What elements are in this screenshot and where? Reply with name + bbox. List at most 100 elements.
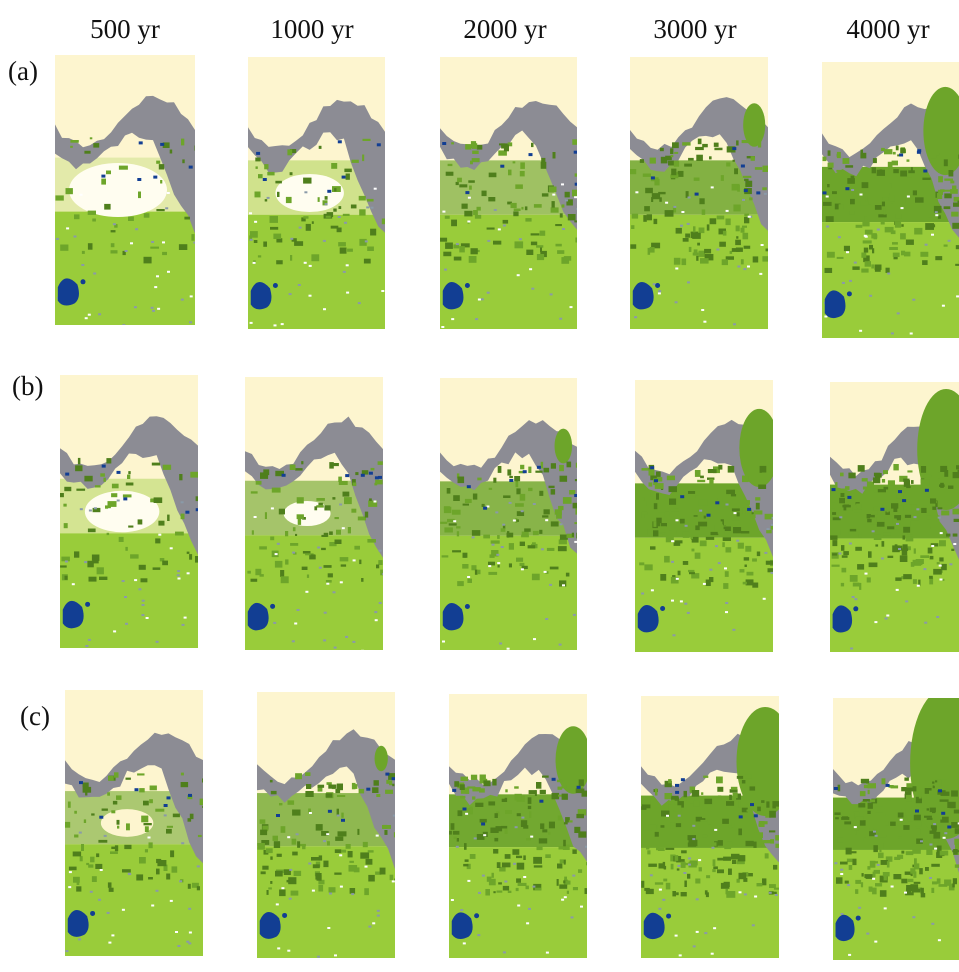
forest-patch: [442, 555, 449, 557]
forest-patch: [671, 155, 674, 157]
forest-patch: [337, 809, 339, 816]
forest-patch: [358, 517, 366, 521]
forest-patch: [868, 783, 876, 788]
forest-patch: [389, 780, 392, 785]
forest-patch: [150, 247, 159, 249]
forest-patch: [934, 779, 941, 786]
forest-patch: [462, 564, 468, 569]
speck: [85, 317, 88, 319]
map: [248, 57, 386, 329]
forest-patch: [339, 206, 342, 209]
forest-patch: [333, 209, 336, 212]
speck: [865, 573, 868, 575]
forest-patch: [268, 887, 272, 889]
forest-patch: [252, 530, 254, 534]
speck: [688, 197, 691, 199]
forest-patch: [368, 850, 374, 852]
forest-patch: [111, 847, 118, 849]
speck: [852, 596, 855, 598]
forest-patch: [693, 226, 696, 232]
forest-patch: [944, 179, 953, 181]
speck: [840, 869, 843, 871]
forest-patch: [906, 851, 914, 855]
forest-patch: [536, 782, 541, 789]
speck: [846, 251, 849, 253]
forest-patch: [76, 489, 85, 491]
forest-patch: [873, 872, 876, 878]
forest-patch: [682, 142, 690, 145]
forest-patch: [98, 840, 107, 843]
speck: [513, 863, 516, 865]
speck: [680, 225, 683, 227]
speck: [456, 243, 459, 245]
pond: [747, 508, 751, 511]
forest-patch: [718, 465, 722, 470]
forest-patch: [66, 188, 73, 194]
speck: [494, 209, 497, 211]
forest-patch: [279, 890, 286, 897]
speck: [249, 212, 252, 214]
forest-patch: [654, 219, 658, 224]
forest-patch: [912, 889, 921, 893]
forest-patch: [644, 888, 650, 891]
forest-patch: [699, 500, 708, 506]
forest-patch: [541, 462, 543, 469]
forest-patch: [191, 234, 194, 241]
speck: [343, 271, 346, 273]
forest-patch: [84, 819, 86, 823]
speck: [737, 266, 740, 268]
forest-patch: [697, 243, 700, 246]
speck: [711, 953, 714, 955]
forest-patch: [910, 843, 912, 847]
speck: [463, 942, 466, 944]
speck: [771, 524, 774, 526]
forest-patch: [717, 869, 724, 873]
forest-patch: [718, 840, 723, 846]
speck: [931, 545, 934, 547]
forest-patch: [363, 139, 371, 141]
forest-patch: [669, 486, 678, 492]
forest-patch: [728, 466, 735, 473]
speck: [684, 603, 687, 605]
forest-patch: [104, 204, 110, 210]
speck: [521, 817, 524, 819]
forest-patch: [141, 578, 148, 582]
forest-patch: [901, 851, 904, 854]
forest-patch: [910, 808, 915, 814]
speck: [254, 516, 257, 518]
speck: [368, 926, 371, 928]
forest-patch: [726, 256, 734, 260]
lowland: [440, 536, 577, 650]
speck: [134, 579, 137, 581]
forest-patch: [473, 210, 478, 215]
forest-patch: [930, 498, 936, 503]
forest-patch: [766, 801, 769, 807]
forest-patch: [719, 242, 726, 247]
forest-patch: [716, 777, 723, 784]
forest-patch: [556, 513, 562, 519]
forest-patch: [752, 558, 757, 561]
forest-patch: [921, 466, 926, 473]
forest-patch: [559, 846, 566, 850]
forest-patch: [860, 201, 868, 205]
forest-patch: [928, 548, 933, 554]
forest-patch: [647, 850, 650, 854]
forest-patch: [873, 158, 877, 163]
pond: [750, 803, 754, 806]
forest-patch: [701, 511, 708, 514]
forest-patch: [461, 777, 469, 781]
speck: [734, 512, 737, 514]
forest-patch: [544, 468, 550, 473]
forest-patch: [770, 839, 774, 843]
forest-patch: [878, 214, 886, 217]
column-header: 3000 yr: [653, 14, 736, 44]
forest-patch: [87, 561, 93, 568]
speck: [943, 837, 946, 839]
forest-patch: [867, 519, 871, 522]
speck: [692, 838, 695, 840]
pond: [452, 789, 456, 792]
forest-patch: [709, 479, 713, 485]
forest-patch: [654, 179, 659, 186]
speck: [866, 933, 869, 935]
forest-patch: [265, 512, 267, 519]
